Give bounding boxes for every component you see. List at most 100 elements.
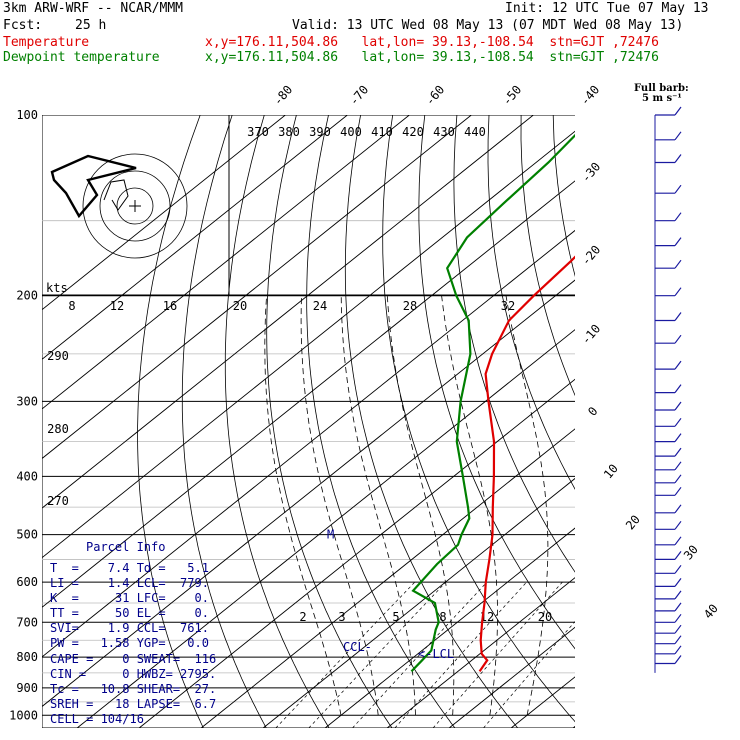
theta-label: 420: [402, 125, 424, 139]
barb-legend-value: 5 m s⁻¹: [642, 93, 682, 104]
parcel-row: CELL = 104/16: [50, 712, 144, 726]
hodo-ring-label: 24: [313, 299, 327, 313]
hodo-trace-inner: [103, 179, 129, 211]
isotherm: [42, 229, 575, 658]
parcel-row: SVI= 1.9 CCL= 761.: [50, 621, 209, 635]
dry-adiabat: [266, 115, 393, 728]
dry-adiabat: [137, 115, 204, 728]
mixing-ratio-line: [483, 621, 575, 728]
parcel-row: PW = 1.58 YGP= 0.0: [50, 636, 209, 650]
wind-barb: [655, 474, 682, 484]
isotherm-label: -40: [578, 83, 603, 109]
theta-label: 280: [47, 422, 69, 436]
model-title: 3km ARW-WRF -- NCAR/MMM: [3, 1, 184, 16]
barb-legend: Full barb: 5 m s⁻¹: [634, 84, 689, 104]
hodo-kts-label: kts: [46, 281, 68, 295]
wind-barb: [655, 551, 682, 560]
pressure-tick-label: 300: [16, 394, 38, 408]
lcl-label: <-LCL: [418, 647, 454, 661]
theta-label: 380: [278, 125, 300, 139]
pressure-tick-label: 600: [16, 575, 38, 589]
forecast-hour: 25 h: [75, 18, 107, 33]
isotherm: [42, 115, 410, 410]
isotherm-label: -50: [500, 83, 525, 109]
isotherm: [42, 115, 534, 509]
parcel-row: CIN = 0 HWBZ= 2795.: [50, 667, 217, 681]
wind-barb: [655, 417, 682, 427]
moist-adiabat: [441, 295, 498, 716]
wind-barbs: [654, 106, 682, 673]
header: 3km ARW-WRF -- NCAR/MMM Init: 12 UTC Tue…: [0, 0, 740, 70]
wind-barb: [655, 131, 682, 141]
temperature-line: [478, 255, 575, 673]
parcel-row: LI = 1.4 LCL= 779.: [50, 576, 209, 590]
pressure-tick-label: 700: [16, 615, 38, 629]
pressure-tick-label: 900: [16, 681, 38, 695]
wind-barb: [655, 564, 682, 574]
wind-barb: [655, 237, 682, 247]
hodo-ring: [116, 187, 154, 225]
isotherm: [42, 115, 286, 311]
wind-barb: [655, 154, 682, 164]
dry-adiabat: [487, 115, 575, 490]
isotherm-label: -80: [271, 83, 296, 109]
mixing-ratio-label: 8: [439, 610, 446, 624]
dry-adiabat: [344, 115, 519, 728]
dry-adiabat: [585, 115, 740, 728]
pressure-tick-label: 1000: [9, 708, 38, 722]
mixing-ratio-line: [394, 581, 527, 728]
isotherm-label: 20: [623, 512, 643, 532]
dry-adiabat: [306, 115, 456, 728]
wind-barb: [655, 590, 682, 600]
theta-label: 430: [433, 125, 455, 139]
isotherm: [42, 115, 348, 360]
parcel-row: K = 31 LFC= 0.: [50, 591, 209, 605]
isotherm: [448, 626, 575, 728]
wind-barb: [655, 504, 682, 514]
pressure-tick-label: 500: [16, 528, 38, 542]
parcel-row: T = 7.4 Td = 5.1: [50, 561, 209, 575]
wind-barb: [655, 287, 682, 297]
wind-barb: [655, 635, 682, 645]
ccl-label: CCL-: [343, 640, 372, 654]
wind-barb: [655, 401, 682, 411]
wind-barb: [655, 106, 682, 116]
parcel-row: CAPE = 0 SWEAT= 116: [50, 652, 217, 666]
pressure-tick-label: 100: [16, 108, 38, 122]
dry-adiabat: [224, 115, 330, 728]
moist-adiabat: [505, 295, 549, 716]
wind-barb: [655, 461, 682, 471]
dry-adiabat: [520, 115, 575, 397]
dry-adiabat: [181, 115, 267, 728]
hodo-ring: [82, 153, 188, 259]
wind-barb: [655, 536, 682, 546]
isotherm: [42, 130, 575, 559]
parcel-row: SREH = 18 LAPSE= 6.7: [50, 697, 217, 711]
isotherm-label: 0: [585, 404, 600, 419]
isotherm-label: -10: [579, 322, 604, 348]
barb-legend-title: Full barb:: [634, 83, 689, 94]
isotherm-label: -30: [579, 160, 604, 186]
dewpoint-location: x,y=176.11,504.86 lat,lon= 39.13,-108.54…: [205, 50, 659, 65]
wind-barb: [655, 433, 682, 443]
isotherm: [76, 329, 575, 728]
isotherm-label: 40: [701, 601, 721, 621]
mixing-ratio-label: 20: [538, 610, 552, 624]
parcel-row: Tc = 10.8 SHEAR= 27.: [50, 682, 217, 696]
forecast-label: Fcst:: [3, 18, 43, 33]
mixing-ratio-line: [352, 581, 488, 728]
wind-barb: [655, 486, 682, 496]
theta-label: 440: [464, 125, 486, 139]
isotherm: [138, 378, 575, 728]
hodo-ring-label: 8: [68, 299, 75, 313]
wind-barb: [655, 447, 682, 457]
hodo-ring-label: 16: [163, 299, 177, 313]
wind-barb: [655, 602, 682, 612]
isotherm-label: -20: [579, 243, 604, 269]
temperature-legend: Temperature: [3, 35, 90, 50]
wind-barb: [655, 312, 682, 322]
wind-barb: [655, 645, 682, 655]
theta-label: 370: [247, 125, 269, 139]
hodo-trace: [50, 154, 137, 219]
